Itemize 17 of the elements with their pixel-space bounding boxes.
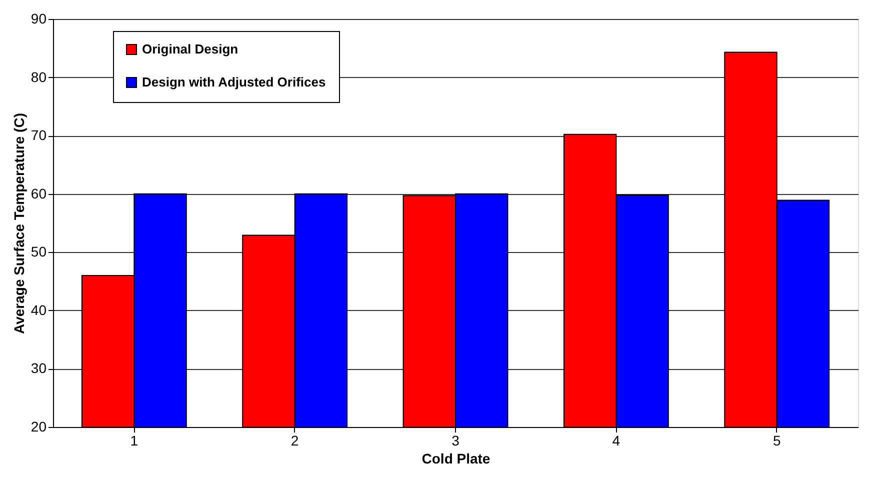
legend-label: Design with Adjusted Orifices xyxy=(142,74,326,90)
x-tick-label: 3 xyxy=(452,432,460,448)
y-tick-label: 90 xyxy=(30,10,47,26)
x-tick-label: 4 xyxy=(612,432,620,448)
y-tick-label: 30 xyxy=(30,360,47,376)
legend-label: Original Design xyxy=(142,42,238,56)
y-tick-label: 80 xyxy=(30,68,47,85)
y-tick-label: 40 xyxy=(30,302,47,318)
x-tick-label: 5 xyxy=(772,432,781,448)
x-tick-label: 2 xyxy=(290,432,299,448)
y-tick-label: 50 xyxy=(30,244,47,260)
y-tick-label: 20 xyxy=(30,418,47,434)
x-axis-title: Cold Plate xyxy=(422,450,490,466)
y-tick-label: 60 xyxy=(30,185,47,202)
x-tick-label: 1 xyxy=(130,432,138,448)
y-tick-label: 70 xyxy=(30,127,47,144)
y-axis-title: Average Surface Temperature (C) xyxy=(10,113,27,334)
